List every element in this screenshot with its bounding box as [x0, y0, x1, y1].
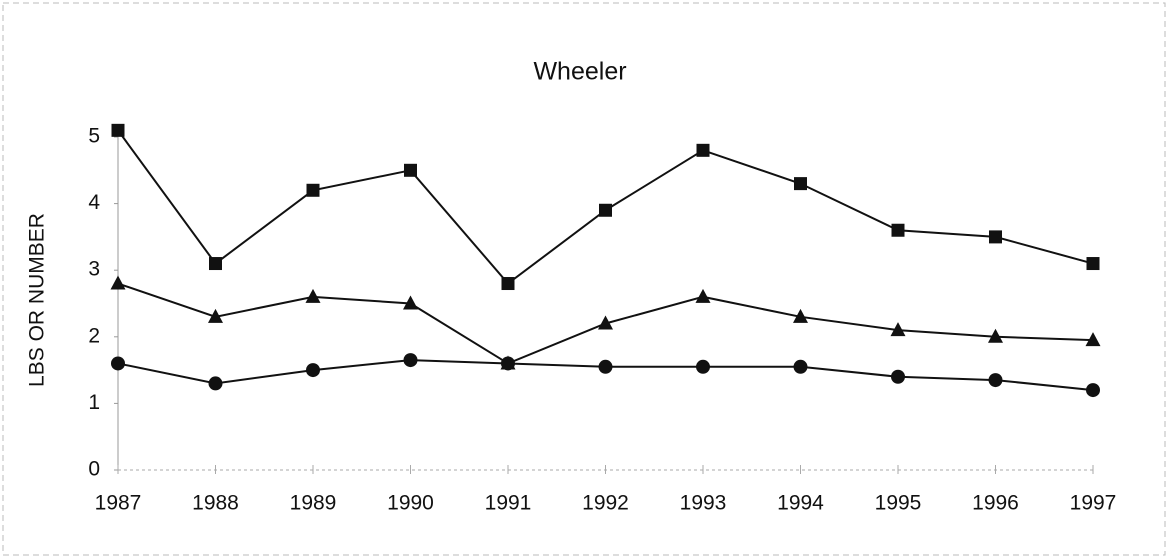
marker: [793, 308, 808, 323]
x-tick-label: 1991: [485, 492, 532, 515]
x-tick-label: 1996: [972, 492, 1019, 515]
y-tick-label: 1: [88, 391, 100, 414]
y-tick-label: 2: [88, 324, 100, 347]
marker: [305, 288, 321, 303]
x-tick-label: 1988: [192, 492, 239, 515]
marker: [111, 123, 125, 137]
x-tick-label: 1993: [680, 492, 727, 515]
marker: [891, 223, 905, 237]
x-tick-label: 1989: [290, 492, 337, 515]
y-tick-label: 5: [88, 125, 100, 148]
marker: [403, 295, 418, 310]
marker: [891, 369, 905, 384]
marker: [501, 277, 515, 291]
x-tick-label: 1995: [875, 492, 922, 515]
y-tick-label: 4: [88, 191, 100, 214]
marker: [403, 353, 418, 368]
marker: [988, 373, 1003, 388]
marker: [598, 315, 613, 330]
marker: [696, 359, 710, 374]
marker: [1086, 257, 1100, 271]
marker: [1085, 332, 1101, 347]
marker: [208, 376, 223, 391]
marker: [209, 257, 222, 271]
x-tick-label: 1990: [387, 492, 434, 515]
y-tick-label: 3: [88, 258, 100, 281]
marker: [1086, 383, 1100, 398]
marker: [989, 230, 1002, 244]
x-tick-label: 1997: [1070, 492, 1117, 515]
x-tick-label: 1994: [777, 492, 824, 515]
marker: [793, 359, 808, 374]
marker: [598, 359, 613, 374]
marker: [794, 177, 807, 191]
y-tick-label: 0: [88, 458, 100, 481]
marker: [306, 183, 320, 197]
marker: [988, 328, 1003, 343]
marker: [696, 143, 710, 157]
marker: [306, 363, 320, 378]
marker: [111, 356, 125, 371]
marker: [599, 203, 612, 217]
marker: [501, 356, 515, 371]
marker: [695, 288, 711, 303]
marker: [890, 322, 906, 337]
x-tick-label: 1987: [95, 492, 142, 515]
marker: [404, 163, 417, 177]
chart-title: Wheeler: [533, 58, 626, 86]
y-axis-label: LBS OR NUMBER: [26, 213, 49, 387]
marker: [208, 308, 223, 323]
x-tick-label: 1992: [582, 492, 629, 515]
marker: [110, 275, 126, 290]
